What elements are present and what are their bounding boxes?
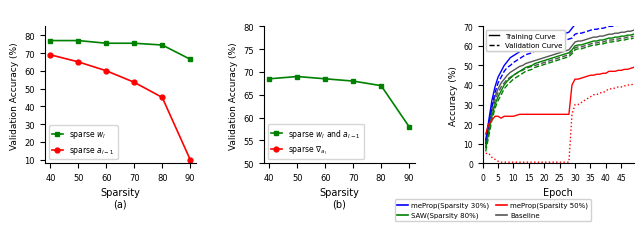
X-axis label: Sparsity: Sparsity	[100, 188, 140, 197]
Title: (c): (c)	[552, 199, 564, 209]
sparse $w_l$ and $a_{l-1}$	[405, 126, 413, 128]
Line: sparse $\nabla_{a_l}$: sparse $\nabla_{a_l}$	[267, 225, 412, 227]
Title: (b): (b)	[332, 199, 346, 209]
Line: sparse $a_{l-1}$: sparse $a_{l-1}$	[48, 53, 193, 162]
Title: (a): (a)	[113, 199, 127, 209]
sparse $w_l$	[102, 43, 110, 45]
Legend: meProp(Sparsity 30%), SAW(Sparsity 80%), meProp(Sparsity 50%), Baseline: meProp(Sparsity 30%), SAW(Sparsity 80%),…	[395, 199, 591, 221]
Line: sparse $w_l$: sparse $w_l$	[48, 39, 193, 62]
Y-axis label: Accuracy (%): Accuracy (%)	[449, 66, 458, 125]
sparse $w_l$	[158, 44, 166, 47]
X-axis label: Epoch: Epoch	[543, 188, 573, 197]
sparse $a_{l-1}$	[74, 61, 82, 64]
sparse $w_l$ and $a_{l-1}$	[266, 78, 273, 81]
Legend: Training Curve, Validation Curve: Training Curve, Validation Curve	[486, 31, 565, 52]
sparse $w_l$ and $a_{l-1}$	[321, 78, 329, 81]
sparse $w_l$	[47, 40, 54, 43]
sparse $a_{l-1}$	[186, 158, 194, 161]
Line: sparse $w_l$ and $a_{l-1}$: sparse $w_l$ and $a_{l-1}$	[267, 75, 412, 130]
sparse $w_l$	[74, 40, 82, 43]
Y-axis label: Validation Accuracy (%): Validation Accuracy (%)	[10, 42, 19, 149]
Legend: sparse $w_l$, sparse $a_{l-1}$: sparse $w_l$, sparse $a_{l-1}$	[49, 126, 118, 160]
Y-axis label: Validation Accuracy (%): Validation Accuracy (%)	[229, 42, 238, 149]
sparse $a_{l-1}$	[47, 54, 54, 57]
sparse $a_{l-1}$	[131, 81, 138, 84]
sparse $w_l$ and $a_{l-1}$	[378, 85, 385, 88]
sparse $w_l$	[186, 59, 194, 61]
X-axis label: Sparsity: Sparsity	[319, 188, 359, 197]
sparse $\nabla_{a_l}$	[266, 226, 273, 227]
sparse $a_{l-1}$	[158, 97, 166, 99]
sparse $a_{l-1}$	[102, 70, 110, 73]
sparse $w_l$ and $a_{l-1}$	[293, 76, 301, 79]
sparse $w_l$ and $a_{l-1}$	[349, 80, 357, 83]
sparse $w_l$	[131, 43, 138, 45]
Legend: sparse $w_l$ and $a_{l-1}$, sparse $\nabla_{a_l}$: sparse $w_l$ and $a_{l-1}$, sparse $\nab…	[268, 124, 364, 160]
